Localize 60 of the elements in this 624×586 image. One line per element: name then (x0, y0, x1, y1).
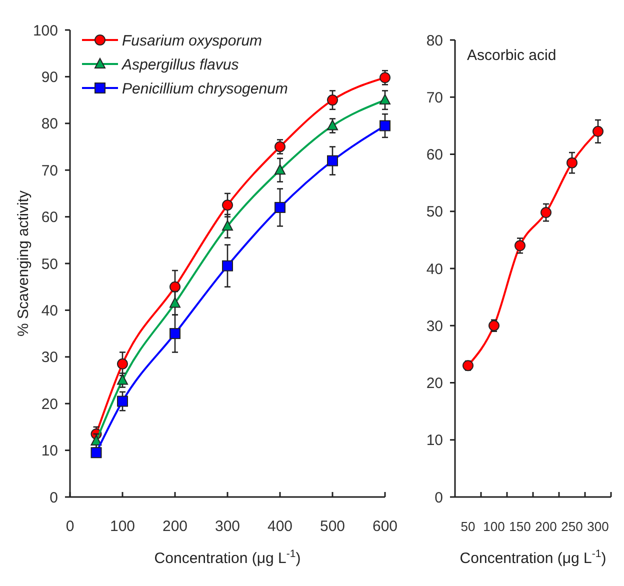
point (222, 200, 233, 211)
x-tick-label: 150 (509, 519, 531, 534)
point (592, 126, 604, 137)
x-tick-label: 0 (66, 518, 74, 535)
y-tick-label: 90 (41, 68, 58, 86)
x-tick-label: 100 (483, 519, 505, 534)
point (327, 155, 338, 166)
y-tick-label: 0 (434, 489, 443, 506)
point (117, 396, 128, 407)
legend-label: Fusarium oxysporum (122, 32, 262, 50)
y-tick-label: 100 (32, 22, 58, 40)
x-tick-label: 300 (587, 519, 609, 534)
point (170, 297, 180, 308)
point (117, 358, 128, 370)
x-tick-label: 50 (460, 519, 476, 534)
y-axis-title: % Scavenging activity (15, 190, 32, 336)
y-tick-label: 70 (426, 89, 443, 106)
x-tick-label: 200 (535, 519, 557, 534)
x-tick-label: 250 (561, 519, 583, 534)
point (380, 94, 390, 105)
point (222, 260, 233, 272)
point (90, 434, 102, 446)
point (380, 120, 390, 132)
point (170, 328, 180, 340)
y-tick-label: 30 (426, 318, 443, 335)
point (514, 240, 526, 252)
point (274, 164, 286, 175)
point (222, 220, 233, 231)
y-tick-label: 20 (426, 375, 443, 392)
x-tick-label: 100 (110, 518, 136, 535)
legend-label: Penicillium chrysogenum (122, 80, 288, 98)
y-tick-label: 80 (426, 32, 443, 50)
point (566, 157, 578, 168)
y-tick-label: 60 (426, 146, 443, 164)
y-tick-label: 50 (426, 204, 443, 221)
legend-label: Aspergillus flavus (121, 56, 240, 74)
point (540, 207, 552, 218)
text: Ascorbic acid (467, 47, 556, 64)
x-axis-title: Concentration (μg L$^{-1}$) (460, 548, 606, 567)
y-tick-label: 50 (41, 256, 58, 273)
point (327, 120, 338, 130)
y-tick-label: 10 (426, 432, 443, 450)
x-tick-label: 500 (320, 518, 346, 535)
y-tick-label: 40 (41, 302, 58, 320)
y-tick-label: 30 (41, 349, 58, 366)
y-tick-label: 80 (41, 116, 58, 133)
x-tick-label: 400 (267, 518, 293, 535)
y-tick-label: 20 (41, 396, 58, 413)
y-tick-label: 40 (426, 260, 443, 278)
x-tick-label: 300 (214, 518, 240, 535)
y-tick-label: 70 (41, 162, 58, 180)
y-tick-label: 10 (41, 442, 58, 460)
y-tick-label: 0 (50, 489, 58, 506)
x-tick-label: 600 (372, 518, 398, 535)
point (327, 94, 338, 106)
point (380, 72, 390, 84)
x-axis-title: Concentration (μg L$^{-1}$) (154, 548, 301, 567)
point (274, 202, 286, 213)
y-tick-label: 60 (41, 209, 58, 226)
x-tick-label: 200 (162, 518, 188, 535)
